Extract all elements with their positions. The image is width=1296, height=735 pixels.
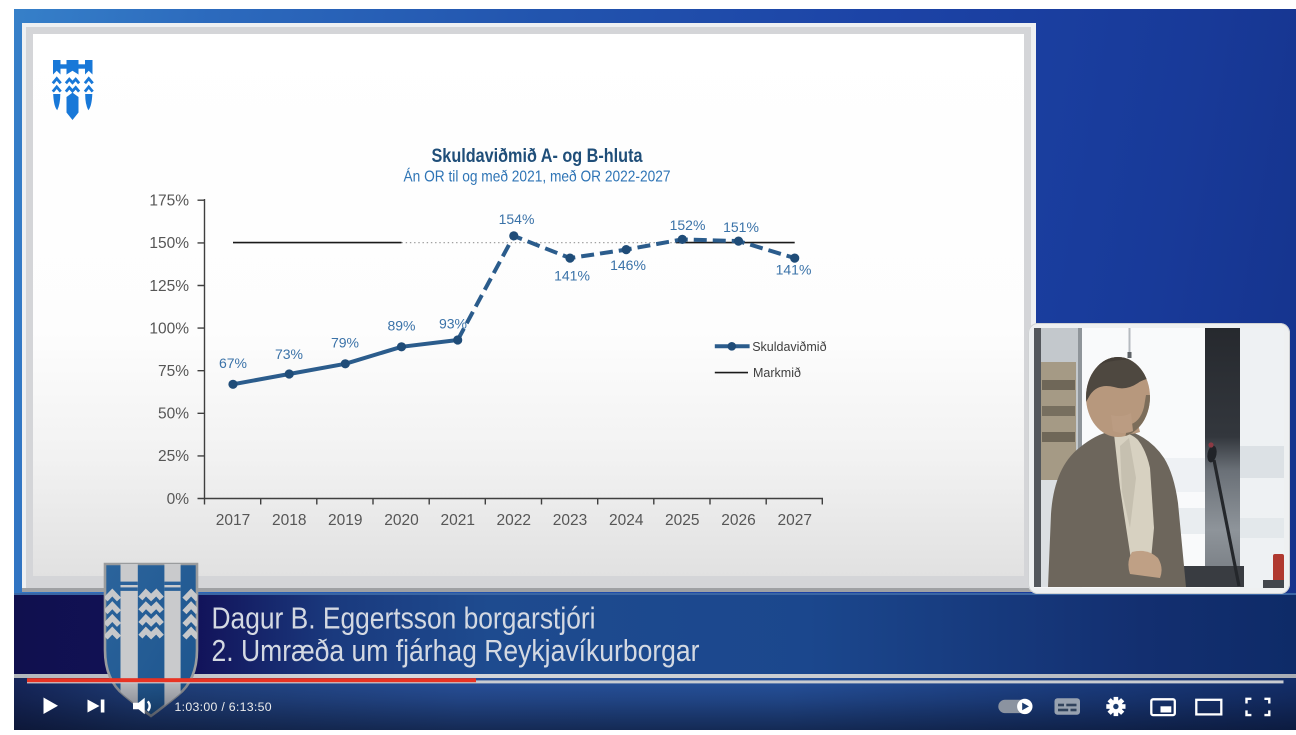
svg-text:2022: 2022	[497, 512, 531, 529]
svg-text:89%: 89%	[387, 318, 415, 334]
svg-text:Án OR til og með 2021, með OR: Án OR til og með 2021, með OR 2022-2027	[404, 167, 671, 186]
svg-text:2027: 2027	[777, 512, 811, 529]
svg-text:141%: 141%	[554, 268, 590, 284]
svg-text:2025: 2025	[665, 512, 699, 529]
svg-text:2026: 2026	[721, 512, 755, 529]
svg-text:151%: 151%	[723, 219, 759, 235]
svg-text:2018: 2018	[272, 512, 306, 529]
svg-text:125%: 125%	[149, 278, 189, 295]
svg-text:73%: 73%	[275, 346, 303, 362]
svg-text:154%: 154%	[499, 211, 535, 227]
svg-text:Markmið: Markmið	[753, 366, 801, 380]
svg-text:1:03:00 / 6:13:50: 1:03:00 / 6:13:50	[175, 700, 272, 714]
svg-text:2019: 2019	[328, 512, 362, 529]
svg-text:67%: 67%	[219, 355, 247, 371]
svg-text:100%: 100%	[149, 320, 189, 337]
svg-text:146%: 146%	[610, 257, 646, 273]
svg-text:152%: 152%	[670, 217, 706, 233]
svg-text:2024: 2024	[609, 512, 644, 529]
svg-text:75%: 75%	[158, 363, 189, 380]
svg-text:150%: 150%	[149, 235, 189, 252]
svg-text:141%: 141%	[776, 262, 812, 278]
svg-text:0%: 0%	[167, 491, 190, 508]
svg-text:2021: 2021	[440, 512, 474, 529]
svg-text:175%: 175%	[149, 193, 189, 210]
svg-text:2023: 2023	[553, 512, 587, 529]
svg-text:50%: 50%	[158, 406, 189, 423]
svg-text:2. Umræða um fjárhag Reykjavík: 2. Umræða um fjárhag Reykjavíkurborgar	[212, 633, 700, 668]
svg-text:93%: 93%	[439, 316, 467, 332]
svg-text:Skuldaviðmið: Skuldaviðmið	[752, 340, 826, 354]
svg-text:25%: 25%	[158, 448, 189, 465]
svg-text:79%: 79%	[331, 335, 359, 351]
svg-text:2017: 2017	[216, 512, 250, 529]
svg-text:Skuldaviðmið A- og B-hluta: Skuldaviðmið A- og B-hluta	[432, 146, 643, 167]
svg-text:Dagur B. Eggertsson borgarstjó: Dagur B. Eggertsson borgarstjóri	[212, 600, 596, 635]
svg-text:2020: 2020	[384, 512, 419, 529]
